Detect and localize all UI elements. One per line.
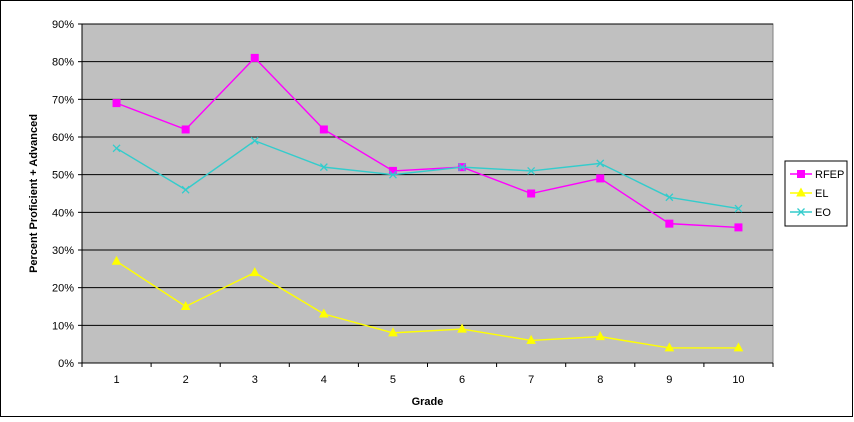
plot-area bbox=[81, 23, 774, 364]
data-point bbox=[665, 193, 674, 202]
series-lines bbox=[111, 53, 744, 352]
series-line bbox=[116, 139, 739, 210]
gridlines bbox=[82, 23, 773, 326]
data-point bbox=[734, 204, 743, 213]
y-axis-label: Percent Proficient + Advanced bbox=[28, 114, 40, 273]
series-el bbox=[111, 255, 744, 352]
data-point bbox=[527, 166, 536, 175]
x-tick-label: 7 bbox=[528, 374, 534, 386]
x-tick-label: 3 bbox=[252, 374, 258, 386]
axes: 0% 10% 20% 30% 40% 50% 60% 70% 80% 90% 1 2 3 4 5 6 7 8 9 10 bbox=[52, 19, 774, 386]
legend-item-rfep: RFEP bbox=[790, 169, 844, 181]
x-tick-label: 5 bbox=[390, 374, 396, 386]
data-point bbox=[181, 125, 190, 134]
legend-label: EO bbox=[815, 207, 831, 219]
y-tick-label: 60% bbox=[52, 132, 74, 144]
y-tick-label: 90% bbox=[52, 19, 74, 31]
legend: RFEP EL EO bbox=[784, 160, 848, 227]
data-point bbox=[596, 174, 605, 183]
x-tick-label: 4 bbox=[321, 374, 327, 386]
data-point bbox=[319, 163, 328, 172]
data-point bbox=[249, 267, 260, 277]
y-tick-label: 30% bbox=[52, 245, 74, 257]
data-point bbox=[250, 136, 259, 145]
x-tick-label: 9 bbox=[666, 374, 672, 386]
data-point bbox=[526, 334, 536, 344]
x-tick-label: 10 bbox=[732, 374, 744, 386]
data-point bbox=[319, 308, 329, 318]
data-point bbox=[665, 219, 674, 228]
x-tick-label: 6 bbox=[459, 374, 465, 386]
data-point bbox=[664, 342, 675, 352]
data-point bbox=[595, 331, 606, 341]
data-point bbox=[388, 170, 397, 179]
data-point bbox=[797, 170, 805, 178]
series-line bbox=[116, 260, 739, 349]
x-tick-label: 1 bbox=[113, 374, 119, 386]
y-tick-label: 40% bbox=[52, 207, 74, 219]
y-tick-label: 50% bbox=[52, 170, 74, 182]
data-point bbox=[319, 125, 328, 134]
series-eo bbox=[112, 136, 743, 213]
y-tick-label: 80% bbox=[52, 57, 74, 69]
series-line bbox=[116, 56, 739, 229]
data-point bbox=[180, 300, 191, 310]
data-point bbox=[181, 185, 190, 194]
x-tick-label: 8 bbox=[597, 374, 603, 386]
data-point bbox=[796, 187, 806, 197]
data-point bbox=[112, 144, 121, 153]
data-point bbox=[527, 189, 536, 198]
data-point bbox=[457, 323, 467, 333]
legend-label: EL bbox=[815, 188, 828, 200]
y-tick-label: 0% bbox=[58, 358, 74, 370]
x-tick-label: 2 bbox=[183, 374, 189, 386]
data-point bbox=[458, 163, 467, 172]
legend-item-el: EL bbox=[790, 187, 828, 200]
y-tick-label: 20% bbox=[52, 283, 74, 295]
legend-label: RFEP bbox=[815, 169, 844, 181]
series-rfep bbox=[112, 53, 743, 232]
data-point bbox=[250, 53, 259, 62]
data-point bbox=[733, 342, 744, 352]
x-axis-label: Grade bbox=[412, 396, 444, 408]
data-point bbox=[388, 166, 397, 175]
data-point bbox=[596, 159, 605, 168]
legend-item-eo: EO bbox=[790, 207, 831, 219]
data-point bbox=[388, 327, 398, 337]
y-tick-label: 70% bbox=[52, 94, 74, 106]
data-point bbox=[111, 255, 122, 265]
data-point bbox=[112, 99, 121, 108]
y-tick-label: 10% bbox=[52, 320, 74, 332]
data-point bbox=[734, 223, 743, 232]
data-point bbox=[797, 208, 805, 216]
